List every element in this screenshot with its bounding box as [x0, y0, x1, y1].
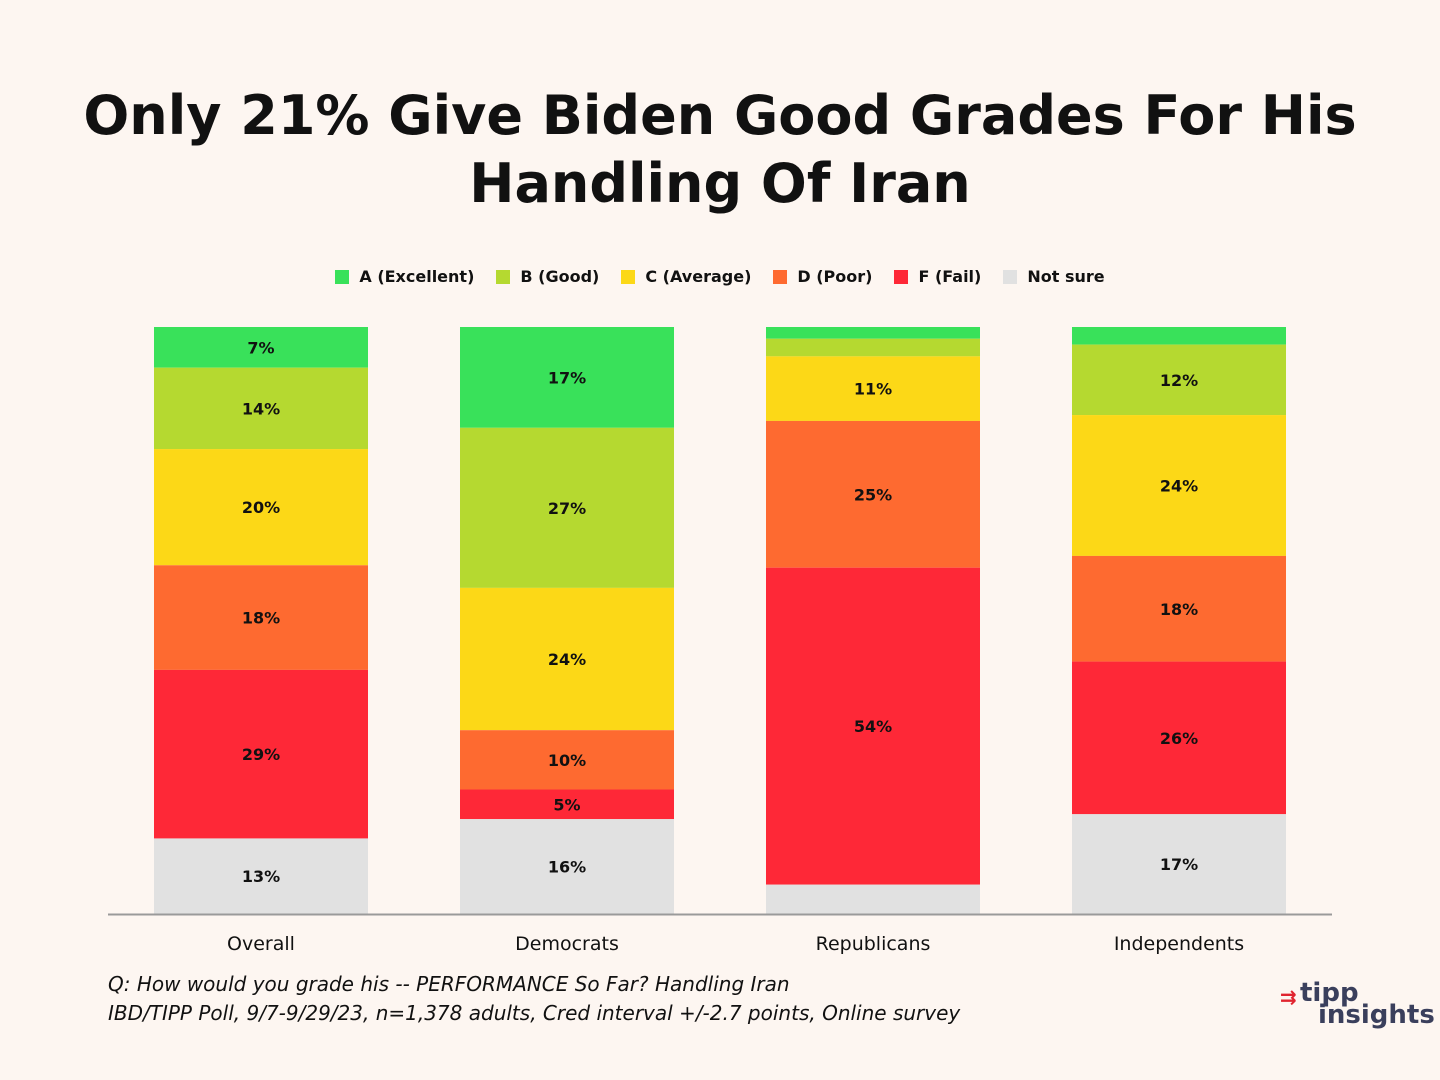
legend-label-b: B (Good): [520, 267, 600, 286]
bar-independents-a: [1072, 327, 1286, 345]
legend-item-b: B (Good): [496, 267, 599, 286]
legend-label-c: C (Average): [645, 267, 752, 286]
data-label-democrats-not-sure: 16%: [548, 858, 586, 877]
data-label-overall-a: 7%: [247, 338, 274, 357]
category-label-republicans: Republicans: [816, 933, 931, 955]
data-label-independents-not-sure: 17%: [1160, 855, 1198, 874]
legend-swatch-a: [335, 269, 350, 284]
footnote-source: IBD/TIPP Poll, 9/7-9/29/23, n=1,378 adul…: [108, 1001, 961, 1025]
bar-independents-c: [1072, 415, 1286, 556]
data-label-independents-d: 18%: [1160, 600, 1198, 619]
data-label-democrats-b: 27%: [548, 499, 586, 518]
category-label-independents: Independents: [1114, 933, 1244, 955]
legend-swatch-f: [894, 269, 909, 284]
legend-swatch-c: [621, 269, 636, 284]
category-label-democrats: Democrats: [515, 933, 619, 955]
data-label-republicans-f: 54%: [854, 717, 892, 736]
data-label-overall-d: 18%: [242, 609, 280, 628]
data-label-independents-f: 26%: [1160, 729, 1198, 748]
bar-overall-d: [154, 565, 368, 670]
bar-republicans-b: [766, 338, 980, 357]
data-label-democrats-c: 24%: [548, 650, 586, 669]
data-label-democrats-f: 5%: [553, 795, 580, 814]
data-label-overall-f: 29%: [242, 745, 280, 764]
data-label-republicans-c: 11%: [854, 380, 892, 399]
category-label-overall: Overall: [227, 933, 295, 955]
data-label-republicans-d: 25%: [854, 485, 892, 504]
bar-republicans-a: [766, 327, 980, 339]
bar-democrats-d: [460, 730, 674, 790]
bar-independents-f: [1072, 661, 1286, 815]
bar-overall-a: [154, 327, 368, 368]
legend-item-d: D (Poor): [773, 267, 872, 286]
logo-word-tipp: tipp: [1300, 978, 1359, 1008]
bar-democrats-f: [460, 789, 674, 820]
title-line-1: Only 21% Give Biden Good Grades For His: [83, 84, 1357, 147]
legend-swatch-not-sure: [1003, 269, 1018, 284]
bar-republicans-d: [766, 420, 980, 568]
logo-arrow-icon: ⇉: [1280, 985, 1297, 1009]
bar-democrats-c: [460, 587, 674, 731]
legend-label-f: F (Fail): [918, 267, 982, 286]
data-label-overall-not-sure: 13%: [242, 867, 280, 886]
data-label-democrats-a: 17%: [548, 368, 586, 387]
bar-democrats-a: [460, 327, 674, 428]
bar-independents-d: [1072, 555, 1286, 662]
bar-democrats-not-sure: [460, 819, 674, 914]
data-label-overall-b: 14%: [242, 399, 280, 418]
legend-label-a: A (Excellent): [359, 267, 475, 286]
legend-item-f: F (Fail): [894, 267, 981, 286]
bar-overall-f: [154, 669, 368, 839]
title-line-2: Handling Of Iran: [469, 152, 971, 215]
legend-item-not-sure: Not sure: [1003, 267, 1105, 286]
data-label-overall-c: 20%: [242, 498, 280, 517]
legend-label-not-sure: Not sure: [1027, 267, 1105, 286]
data-label-democrats-d: 10%: [548, 751, 586, 770]
legend-item-c: C (Average): [621, 267, 751, 286]
bar-overall-not-sure: [154, 838, 368, 914]
data-label-independents-b: 12%: [1160, 371, 1198, 390]
legend-swatch-d: [773, 269, 788, 284]
bar-democrats-b: [460, 427, 674, 588]
footnote: Q: How would you grade his -- PERFORMANC…: [108, 970, 960, 1028]
bar-independents-not-sure: [1072, 814, 1286, 914]
bar-republicans-not-sure: [766, 884, 980, 914]
bar-overall-b: [154, 367, 368, 450]
bar-independents-b: [1072, 344, 1286, 416]
footnote-question: Q: How would you grade his -- PERFORMANC…: [108, 972, 790, 996]
legend-swatch-b: [496, 269, 511, 284]
chart-title: Only 21% Give Biden Good Grades For His …: [0, 82, 1440, 218]
data-label-independents-c: 24%: [1160, 476, 1198, 495]
bar-republicans-c: [766, 356, 980, 421]
legend: A (Excellent) B (Good) C (Average) D (Po…: [0, 267, 1440, 286]
bar-overall-c: [154, 449, 368, 566]
legend-label-d: D (Poor): [797, 267, 873, 286]
legend-item-a: A (Excellent): [335, 267, 474, 286]
logo-word-insights: insights: [1318, 1000, 1435, 1030]
bar-republicans-f: [766, 567, 980, 885]
